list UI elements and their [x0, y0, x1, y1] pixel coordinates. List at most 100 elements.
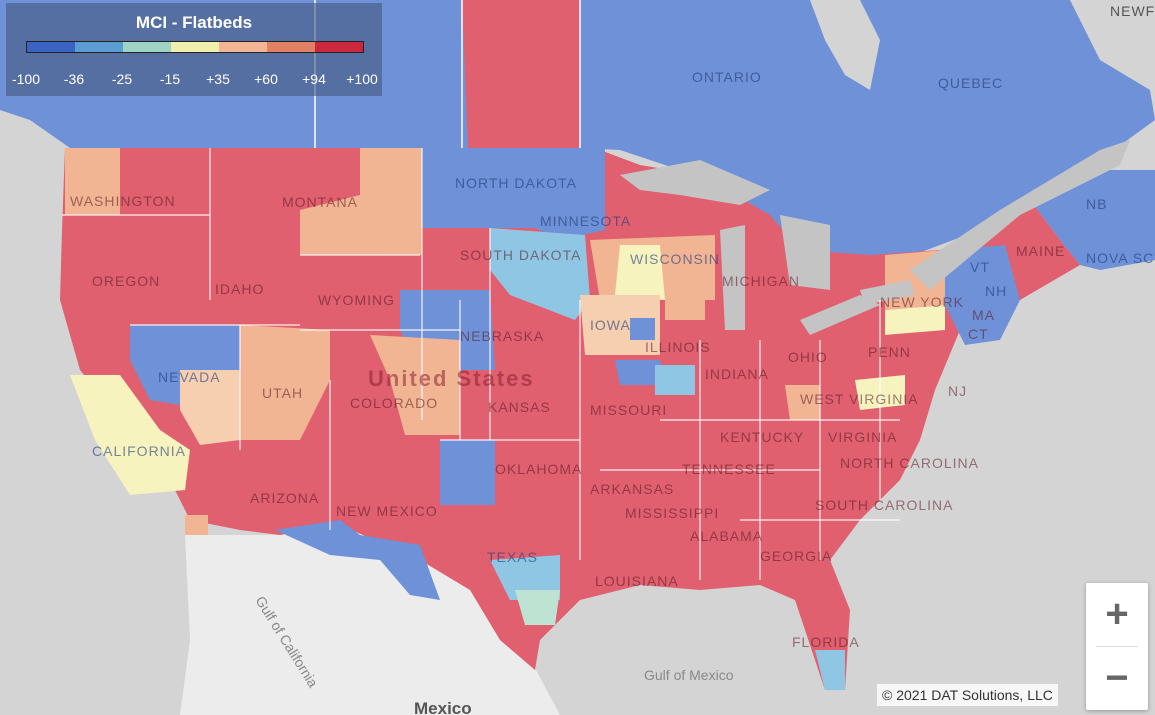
label-kansas: KANSAS — [488, 399, 551, 415]
label-penn: PENN — [868, 344, 911, 360]
label-new-york: NEW YORK — [880, 294, 964, 310]
region-lake-superior — [620, 160, 770, 205]
legend-color-bar — [26, 41, 364, 53]
label-nebraska: NEBRASKA — [460, 328, 544, 344]
zoom-in-button[interactable]: + — [1105, 592, 1129, 636]
label-arizona: ARIZONA — [250, 490, 319, 506]
label-quebec: QUEBEC — [938, 75, 1003, 91]
label-alabama: ALABAMA — [690, 528, 763, 544]
region-montana-east — [300, 148, 422, 255]
legend-tick-label: +60 — [254, 71, 278, 87]
label-colorado: COLORADO — [350, 395, 438, 411]
region-texas-center — [490, 555, 560, 600]
region-ontario — [580, 0, 860, 260]
label-west-virginia: WEST VIRGINIA — [800, 391, 919, 407]
legend-tick-label: -100 — [11, 71, 41, 87]
region-nevada-south — [180, 370, 240, 445]
label-united-states: United States — [368, 366, 535, 391]
label-vt: VT — [970, 259, 990, 275]
label-ct: CT — [968, 326, 989, 342]
region-atlantic — [1030, 170, 1155, 270]
zoom-divider — [1096, 646, 1138, 647]
label-newfoundland: NEWF AND — [1110, 3, 1155, 19]
region-illinois-blue — [615, 360, 665, 385]
label-arkansas: ARKANSAS — [590, 481, 674, 497]
region-washington-coast — [65, 148, 120, 215]
zoom-out-button[interactable]: − — [1105, 656, 1129, 700]
region-north-dakota — [422, 148, 535, 228]
legend-tick-label: +100 — [346, 71, 378, 87]
label-utah: UTAH — [262, 385, 303, 401]
region-baja — [185, 535, 320, 715]
legend-ticks: -100 -36 -25 -15 +35 +60 +94 +100 — [6, 71, 382, 89]
label-washington: WASHINGTON — [70, 193, 176, 209]
label-mexico: Mexico — [414, 699, 472, 715]
region-utah — [240, 325, 330, 440]
legend-swatch-0 — [27, 42, 75, 52]
region-iowa-blue — [630, 318, 655, 340]
label-south-dakota: SOUTH DAKOTA — [460, 247, 581, 263]
label-nh: NH — [985, 283, 1007, 299]
label-maine: MAINE — [1016, 243, 1065, 259]
label-tennessee: TENNESSEE — [682, 461, 776, 477]
legend: MCI - Flatbeds -100 -36 -25 -15 +35 +60 +94 +10… — [6, 3, 382, 96]
region-quebec — [860, 0, 1155, 260]
region-lake-ontario — [860, 280, 915, 305]
label-florida: FLORIDA — [792, 634, 860, 650]
region-indiana-blue — [655, 365, 695, 395]
region-lake-huron — [780, 215, 830, 290]
label-ohio: OHIO — [788, 349, 828, 365]
region-wisconsin-center — [615, 245, 665, 300]
label-virginia: VIRGINIA — [828, 429, 897, 445]
label-montana: MONTANA — [282, 194, 358, 210]
zoom-control: + − — [1086, 583, 1148, 710]
label-nova-scotia: NOVA SC — [1086, 250, 1154, 266]
label-mississippi: MISSISSIPPI — [625, 505, 719, 521]
legend-swatch-1 — [75, 42, 123, 52]
label-california: CALIFORNIA — [92, 443, 186, 459]
region-hudson-bay — [810, 0, 880, 90]
legend-title: MCI - Flatbeds — [135, 13, 253, 32]
region-minnesota — [535, 148, 605, 240]
label-nj: NJ — [948, 383, 967, 399]
label-georgia: GEORGIA — [760, 548, 832, 564]
label-texas: TEXAS — [487, 549, 538, 565]
legend-tick-label: -36 — [63, 71, 85, 87]
region-canada-prairie — [462, 0, 580, 148]
copyright-notice: © 2021 DAT Solutions, LLC — [877, 684, 1058, 706]
label-new-mexico: NEW MEXICO — [336, 503, 438, 519]
region-pennsylvania-east — [885, 305, 945, 335]
region-gulf-water — [520, 590, 840, 715]
label-north-dakota: NORTH DAKOTA — [455, 175, 577, 191]
label-illinois: ILLINOIS — [645, 339, 711, 355]
label-south-carolina: SOUTH CAROLINA — [815, 497, 953, 513]
label-idaho: IDAHO — [215, 281, 264, 297]
label-ontario: ONTARIO — [692, 69, 762, 85]
label-indiana: INDIANA — [705, 366, 769, 382]
legend-swatch-3 — [171, 42, 219, 52]
label-ma: MA — [972, 307, 995, 323]
legend-swatch-4 — [219, 42, 267, 52]
legend-tick-label: -25 — [111, 71, 133, 87]
region-michigan-east — [665, 275, 705, 320]
label-wyoming: WYOMING — [318, 292, 395, 308]
label-kentucky: KENTUCKY — [720, 429, 804, 445]
label-wisconsin: WISCONSIN — [630, 251, 720, 267]
region-lake-michigan — [720, 225, 745, 330]
region-georgia-coast — [185, 515, 208, 535]
label-nevada: NEVADA — [158, 369, 221, 385]
label-iowa: IOWA — [590, 317, 631, 333]
label-oklahoma: OKLAHOMA — [495, 461, 582, 477]
legend-tick-label: -15 — [159, 71, 181, 87]
region-lake-erie — [800, 295, 880, 335]
region-texas-south — [515, 590, 560, 625]
region-california — [70, 375, 190, 495]
region-oklahoma-west — [440, 440, 495, 505]
label-minnesota: MINNESOTA — [540, 213, 631, 229]
legend-swatch-2 — [123, 42, 171, 52]
region-florida-south — [815, 650, 845, 690]
region-colorado-west — [370, 335, 460, 435]
region-st-lawrence — [910, 140, 1130, 290]
label-missouri: MISSOURI — [590, 402, 667, 418]
